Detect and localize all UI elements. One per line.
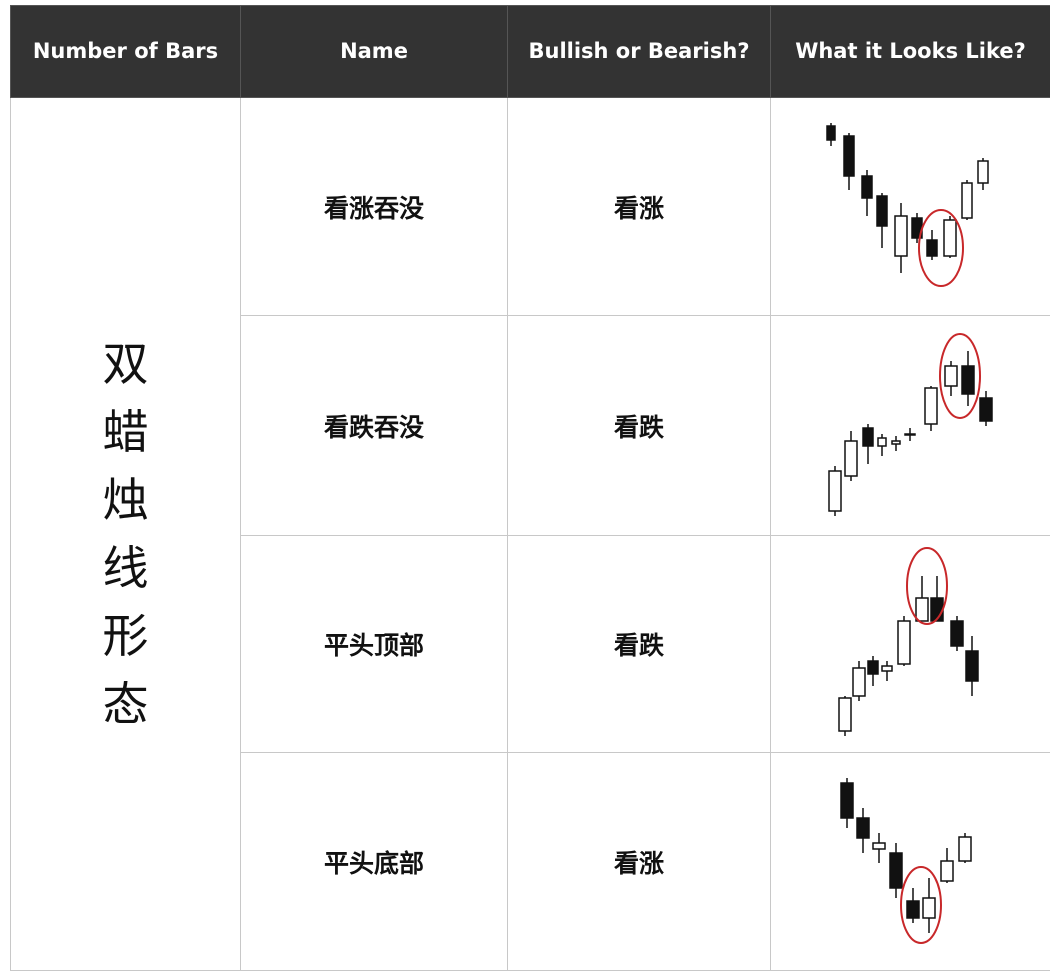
candle-body (872, 842, 886, 850)
candlestick-illustration (838, 547, 979, 736)
signal-cell: 看涨 (507, 97, 771, 316)
group-label: 双蜡烛线形态 (102, 337, 149, 731)
header-row: Number of Bars Name Bullish or Bearish? … (10, 5, 1050, 98)
candle-body (924, 387, 938, 425)
candlestick-illustration (840, 778, 972, 944)
row: 平头顶部 看跌 (11, 535, 1050, 753)
candle-body (977, 160, 989, 184)
picture-cell (770, 315, 1050, 536)
group-cell: 双蜡烛线形态 (10, 97, 241, 971)
candlestick-illustration (826, 123, 989, 287)
picture-cell (770, 97, 1050, 316)
candle-body (856, 817, 870, 839)
candle-body (906, 900, 920, 919)
candle-body (843, 135, 855, 177)
row: 看跌吞没 看跌 (11, 315, 1050, 536)
candle-body (844, 440, 858, 477)
candle-body (881, 665, 893, 672)
name-cell: 看涨吞没 (240, 97, 508, 316)
candle-body (862, 427, 874, 447)
row: 平头底部 看涨 (11, 752, 1050, 971)
header-cell: What it Looks Like? (770, 5, 1050, 98)
candle-body (861, 175, 873, 199)
highlight-circle (939, 333, 981, 419)
signal-cell: 看跌 (507, 535, 771, 753)
header-cell: Name (240, 5, 508, 98)
candle-body (897, 620, 911, 665)
candle-body (958, 836, 972, 862)
highlight-circle (900, 866, 942, 944)
name-cell: 平头底部 (240, 752, 508, 971)
candle-body (838, 697, 852, 732)
candle-body (904, 433, 916, 436)
candle-body (922, 897, 936, 919)
candle-body (876, 195, 888, 227)
candle-body (961, 365, 975, 395)
highlight-circle (906, 547, 948, 625)
picture-cell (770, 752, 1050, 971)
candle-body (852, 667, 866, 697)
name-cell: 看跌吞没 (240, 315, 508, 536)
highlight-circle (918, 209, 964, 287)
candle-body (828, 470, 842, 512)
candle-body (944, 365, 958, 387)
candle-body (950, 620, 964, 647)
candle-body (940, 860, 954, 882)
candle-body (979, 397, 993, 422)
header-cell: Bullish or Bearish? (507, 5, 771, 98)
candle-body (961, 182, 973, 219)
signal-cell: 看跌 (507, 315, 771, 536)
candle-body (915, 597, 929, 622)
candle-body (877, 437, 887, 447)
candle-body (867, 660, 879, 675)
candle-body (826, 125, 836, 141)
candle-body (926, 239, 938, 257)
candle-body (894, 215, 908, 257)
pattern-table: Number of Bars Name Bullish or Bearish? … (10, 5, 1050, 971)
candle-body (889, 852, 903, 889)
candlestick-illustration (828, 333, 993, 516)
candle-body (943, 219, 957, 257)
name-cell: 平头顶部 (240, 535, 508, 753)
candle-body (840, 782, 854, 819)
header-cell: Number of Bars (10, 5, 241, 98)
candle-body (891, 440, 901, 445)
signal-cell: 看涨 (507, 752, 771, 971)
row: 双蜡烛线形态 看涨吞没 看涨 (10, 97, 1050, 971)
picture-cell (770, 535, 1050, 753)
candle-body (965, 650, 979, 682)
